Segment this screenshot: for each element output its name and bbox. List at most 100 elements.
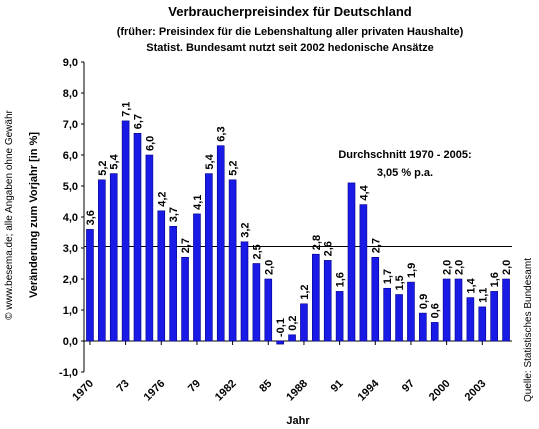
annotation: 3,05 % p.a. [377,167,433,179]
value-label: 2,8 [311,235,323,250]
value-label: 1,2 [299,285,311,300]
value-label: 2,7 [180,238,192,253]
bar [109,173,118,342]
value-label: 1,1 [477,288,489,303]
bar [240,241,249,342]
bar [335,291,344,342]
chart-title: Verbraucherpreisindex für Deutschland [168,4,412,19]
x-tick-label: 73 [115,378,132,395]
y-tick-label: 9,0 [63,57,78,69]
chart-subtitle: Statist. Bundesamt nutzt seit 2002 hedon… [146,42,434,54]
value-label: 7,1 [121,102,133,117]
y-tick-label: 7,0 [63,119,78,131]
x-tick-label: 2003 [463,378,489,404]
value-label: 2,0 [263,260,275,275]
chart-subtitle: (früher: Preisindex für die Lebenshaltun… [117,26,464,38]
bar [419,312,427,342]
value-label: 5,4 [204,153,216,169]
y-tick-label: 5,0 [63,181,78,193]
value-label: 1,5 [394,275,406,290]
bar [205,173,213,342]
value-label: 2,6 [323,241,335,256]
bar [193,213,201,342]
bar [216,145,225,342]
y-tick-label: 3,0 [63,243,78,255]
x-tick-label: 1988 [284,378,310,404]
bar [359,204,368,342]
value-label: 4,2 [156,192,168,207]
copyright: © www.besema.de; alle Angaben ohne Gewäh… [4,109,15,319]
value-label: 2,7 [370,238,382,253]
bar [181,256,189,342]
value-label: 3,6 [85,210,97,225]
x-tick-label: 1976 [142,378,168,404]
annotation: Durchschnitt 1970 - 2005: [338,149,471,161]
value-label: 2,0 [501,260,513,275]
bar [145,154,154,342]
bar [454,278,463,342]
y-axis-label: Veränderung zum Vorjahr [in %] [28,132,40,298]
value-label: 1,4 [465,277,477,293]
x-tick-label: 1994 [356,377,382,403]
bar [276,340,284,345]
bar [407,281,415,342]
x-tick-label: 79 [186,378,203,395]
value-label: 5,4 [109,153,121,169]
value-label: 0,2 [287,316,299,331]
bar [323,260,332,342]
value-label: 4,1 [192,195,204,210]
value-label: 6,0 [144,136,156,151]
value-label: 2,0 [454,260,466,275]
y-tick-label: 6,0 [63,150,78,162]
value-label: 4,4 [358,184,370,200]
bar [300,303,308,342]
value-label: 1,9 [406,263,418,278]
x-tick-label: 91 [329,378,346,395]
value-label: 6,7 [133,114,145,129]
y-tick-label: 1,0 [63,305,78,317]
y-tick-label: 0,0 [63,336,78,348]
value-label: 2,5 [251,244,263,259]
value-label: 6,3 [216,126,228,141]
x-tick-label: 1970 [70,378,96,404]
bar [490,291,498,342]
bar [442,278,451,342]
bar [466,297,475,342]
bar [312,253,320,342]
value-label: 1,7 [382,269,394,284]
x-tick-label: 1982 [213,378,239,404]
bar [252,263,261,342]
bar [395,294,403,342]
bar [430,322,439,342]
value-label: 0,9 [418,294,430,309]
y-tick-label: 2,0 [63,274,78,286]
y-tick-label: 8,0 [63,88,78,100]
bar [383,287,391,342]
bar [371,256,380,342]
value-label: 2,0 [442,260,454,275]
value-label: 5,2 [97,161,109,176]
y-tick-label: 4,0 [63,212,78,224]
value-label: 0,6 [430,303,442,318]
bar [157,210,166,342]
x-tick-label: 2000 [427,378,453,404]
source: Quelle: Statistisches Bundesamt [523,258,534,402]
x-tick-label: 97 [400,378,417,395]
value-label: -0,1 [275,318,287,337]
bar [169,226,177,342]
bar [347,182,356,342]
value-label: 5,2 [228,161,240,176]
bar [288,334,296,342]
x-axis-label: Jahr [286,415,310,427]
value-label: 1,6 [335,272,347,287]
y-tick-label: -1,0 [59,367,78,379]
bar [502,278,510,342]
bar [228,179,237,342]
value-label: 3,7 [168,207,180,222]
bar [86,229,94,342]
x-tick-label: 85 [257,378,274,395]
value-label: 1,6 [489,272,501,287]
value-label: 3,2 [240,223,252,238]
bar [264,278,273,342]
